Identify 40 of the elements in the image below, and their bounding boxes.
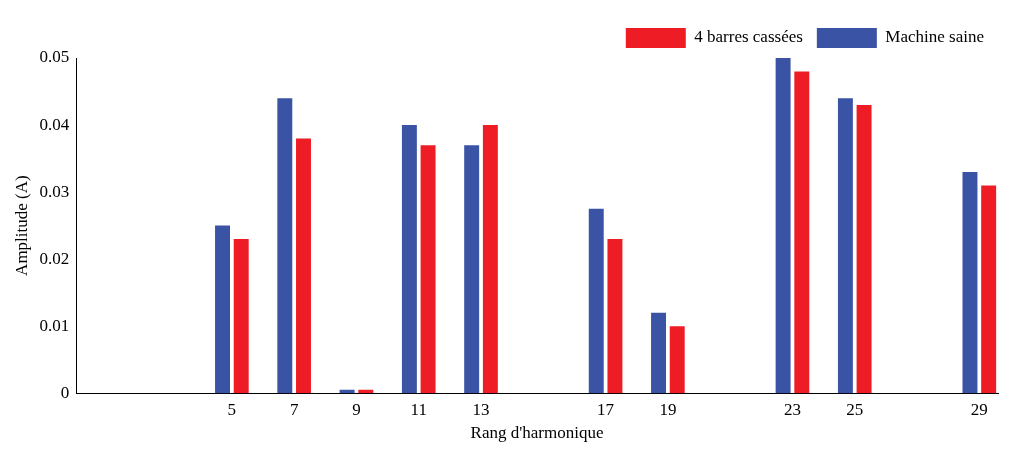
bar xyxy=(607,239,623,394)
bar xyxy=(651,312,667,394)
y-tick-label: 0 xyxy=(60,382,70,402)
bar xyxy=(482,125,498,394)
bar xyxy=(296,138,311,394)
bar xyxy=(339,389,355,394)
x-tick-label: 19 xyxy=(659,399,677,419)
y-tick-label: 0.02 xyxy=(39,248,70,268)
bar xyxy=(588,208,604,394)
bar xyxy=(962,171,978,394)
bar xyxy=(233,239,249,394)
y-axis-title: Amplitude (A) xyxy=(11,175,31,276)
y-tick-label: 0.03 xyxy=(39,181,70,201)
x-tick-label: 25 xyxy=(846,399,864,419)
x-tick-label: 11 xyxy=(410,399,427,419)
legend-label: 4 barres cassées xyxy=(694,27,803,47)
bar xyxy=(401,125,417,394)
bar xyxy=(669,326,685,394)
bar xyxy=(837,98,853,394)
x-axis-title: Rang d'harmonique xyxy=(470,423,604,443)
x-tick-label: 17 xyxy=(597,399,615,419)
bar xyxy=(981,185,997,394)
bar xyxy=(856,104,872,394)
bar xyxy=(775,58,791,394)
y-tick-label: 0.01 xyxy=(39,315,70,335)
legend-label: Machine saine xyxy=(885,27,984,47)
bar xyxy=(464,145,480,394)
x-tick-label: 13 xyxy=(472,399,490,419)
x-tick-label: 7 xyxy=(289,399,299,419)
x-tick-label: 23 xyxy=(783,399,801,419)
y-tick-label: 0.05 xyxy=(39,47,70,67)
bar xyxy=(215,225,230,394)
x-tick-label: 9 xyxy=(352,399,361,419)
y-tick-label: 0.04 xyxy=(39,114,70,134)
bar xyxy=(420,145,436,394)
x-tick-label: 29 xyxy=(970,399,988,419)
bar xyxy=(277,98,293,394)
x-tick-label: 5 xyxy=(227,399,237,419)
bar xyxy=(358,389,374,394)
bar xyxy=(794,71,810,394)
